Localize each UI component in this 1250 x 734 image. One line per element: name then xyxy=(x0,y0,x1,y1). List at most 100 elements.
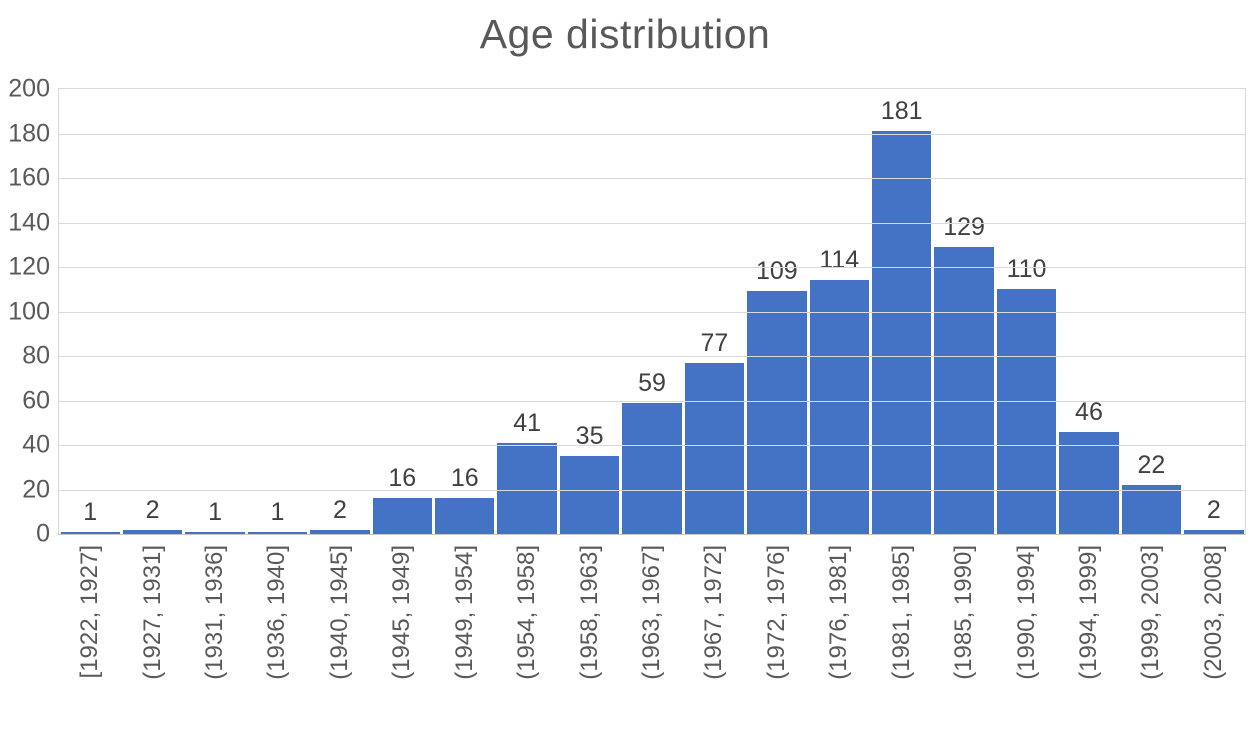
bar xyxy=(372,498,433,534)
x-slot: [1922, 1927] xyxy=(59,545,121,734)
bar-slot: 2 xyxy=(309,89,371,534)
x-tick-label: (1945, 1949] xyxy=(388,545,416,680)
chart-body: 0 20 40 60 80 100 120 140 160 180 200 1 2 1 1 2 16 16 41 3… xyxy=(0,75,1250,548)
bar-value-label: 2 xyxy=(145,496,160,524)
bar-value-label: 59 xyxy=(638,369,666,397)
gridline xyxy=(59,445,1245,446)
x-slot: (1958, 1963] xyxy=(558,545,620,734)
y-axis: 0 20 40 60 80 100 120 140 160 180 200 xyxy=(0,75,58,548)
x-tick-label: (1985, 1990] xyxy=(950,545,978,680)
bar xyxy=(1184,530,1244,534)
bar-value-label: 1 xyxy=(208,498,222,526)
bar-series: 1 2 1 1 2 16 16 41 35 59 77 109 114 181 129 110 46 22 2 xyxy=(59,89,1245,534)
bar-value-label: 1 xyxy=(270,498,285,526)
x-tick-label: (1940, 1945] xyxy=(325,545,353,680)
bar xyxy=(996,289,1057,534)
bar-slot: 2 xyxy=(121,89,183,534)
x-slot: (1972, 1976] xyxy=(746,545,808,734)
bar xyxy=(934,247,994,534)
bar-slot: 1 xyxy=(184,89,246,534)
chart-title: Age distribution xyxy=(479,11,771,57)
x-tick-label: (1976, 1981] xyxy=(825,545,853,680)
y-tick-label: 40 xyxy=(22,430,50,459)
bar xyxy=(497,443,557,534)
bar-value-label: 16 xyxy=(388,464,417,492)
bar xyxy=(310,530,370,534)
bar-value-label: 129 xyxy=(943,213,985,241)
x-tick-label: (1981, 1985] xyxy=(887,545,915,680)
x-tick-label: (1990, 1994] xyxy=(1012,545,1040,680)
y-tick-label: 180 xyxy=(8,119,50,147)
gridline xyxy=(59,178,1245,179)
bar xyxy=(559,456,620,534)
bar xyxy=(185,532,245,534)
bar xyxy=(1121,485,1182,534)
x-slot: (1936, 1940] xyxy=(246,545,308,734)
bar-value-label: 110 xyxy=(1006,255,1047,283)
x-slot: (1927, 1931] xyxy=(121,545,183,734)
bar xyxy=(247,532,308,534)
gridline xyxy=(59,311,1245,313)
bar-value-label: 109 xyxy=(755,257,798,285)
x-slot: (1949, 1954] xyxy=(434,545,496,734)
bar-slot: 1 xyxy=(246,89,308,534)
x-slot: (1967, 1972] xyxy=(683,545,745,734)
bar-slot: 41 xyxy=(496,89,558,534)
x-tick-label: (1963, 1967] xyxy=(638,545,665,680)
gridline xyxy=(59,489,1245,491)
x-slot: (1990, 1994] xyxy=(995,545,1057,734)
bar-slot: 22 xyxy=(1120,89,1182,534)
y-tick-label: 160 xyxy=(8,163,50,192)
bar-value-label: 2 xyxy=(1206,496,1221,524)
bar-slot: 46 xyxy=(1058,89,1120,534)
gridline xyxy=(59,400,1245,402)
x-slot: (2003, 2008] xyxy=(1183,545,1245,734)
bar xyxy=(684,363,745,534)
x-slot: (1981, 1985] xyxy=(870,545,932,734)
bar-slot: 110 xyxy=(995,89,1057,534)
x-slot: (1931, 1936] xyxy=(184,545,246,734)
bar-value-label: 114 xyxy=(819,246,860,274)
bar-value-label: 16 xyxy=(450,464,479,492)
x-tick-label: (1931, 1936] xyxy=(201,545,229,680)
gridline xyxy=(59,222,1245,224)
bar xyxy=(622,403,682,534)
bar-value-label: 35 xyxy=(575,422,604,450)
bar-slot: 16 xyxy=(371,89,433,534)
x-tick-label: (1949, 1954] xyxy=(450,545,478,680)
bar xyxy=(1059,432,1119,534)
x-slot: (1954, 1958] xyxy=(496,545,558,734)
x-axis: [1922, 1927] (1927, 1931] (1931, 1936] (193… xyxy=(59,545,1245,734)
bar xyxy=(122,530,183,534)
bar-slot: 109 xyxy=(746,89,808,534)
bar-slot: 16 xyxy=(434,89,496,534)
x-slot: (1999, 2003] xyxy=(1120,545,1182,734)
x-tick-label: (1954, 1958] xyxy=(513,545,541,680)
bar-value-label: 46 xyxy=(1075,398,1103,426)
y-tick-label: 20 xyxy=(22,475,50,503)
bar-value-label: 22 xyxy=(1137,451,1166,479)
x-tick-label: (1927, 1931] xyxy=(138,545,166,680)
bar-value-label: 77 xyxy=(700,329,729,357)
x-tick-label: (1994, 1999] xyxy=(1074,545,1102,680)
bar-slot: 35 xyxy=(558,89,620,534)
bar-value-label: 181 xyxy=(880,97,923,125)
y-tick-label: 200 xyxy=(8,74,50,103)
x-tick-label: [1922, 1927] xyxy=(76,545,104,679)
x-slot: (1940, 1945] xyxy=(309,545,371,734)
bar-value-label: 2 xyxy=(332,496,347,524)
y-tick-label: 60 xyxy=(22,386,50,414)
bar-value-label: 1 xyxy=(83,498,98,526)
x-slot: (1963, 1967] xyxy=(621,545,683,734)
x-tick-label: (1972, 1976] xyxy=(762,545,790,680)
bar-slot: 59 xyxy=(621,89,683,534)
x-tick-label: (1999, 2003] xyxy=(1137,545,1165,680)
x-slot: (1985, 1990] xyxy=(933,545,995,734)
bar-slot: 181 xyxy=(870,89,932,534)
x-tick-label: (2003, 2008] xyxy=(1199,545,1227,680)
gridline xyxy=(59,133,1245,135)
bar-slot: 1 xyxy=(59,89,121,534)
x-tick-label: (1967, 1972] xyxy=(700,545,728,680)
bar-slot: 77 xyxy=(683,89,745,534)
